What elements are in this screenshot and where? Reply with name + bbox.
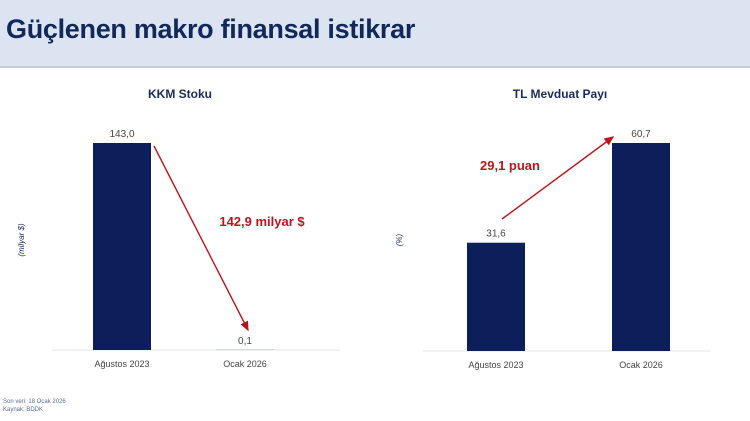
category-label: Ağustos 2023 <box>468 360 523 370</box>
bar-1 <box>93 143 151 350</box>
data-label: 143,0 <box>109 129 134 140</box>
change-arrow-icon <box>153 145 249 332</box>
change-arrow-icon <box>501 136 615 220</box>
bar-2 <box>612 143 670 351</box>
data-label: 0,1 <box>238 336 252 347</box>
data-label: 60,7 <box>631 129 651 140</box>
y-axis-label: (%) <box>395 233 404 246</box>
y-axis-label: (milyar $) <box>17 223 26 257</box>
category-label: Ocak 2026 <box>223 359 267 369</box>
header-band: Güçlenen makro finansal istikrar <box>0 0 750 68</box>
category-label: Ağustos 2023 <box>94 359 149 369</box>
page-title: Güçlenen makro finansal istikrar <box>6 14 416 44</box>
chart-title: TL Mevduat Payı <box>513 87 607 101</box>
data-label: 31,6 <box>486 229 506 240</box>
category-label: Ocak 2026 <box>619 360 663 370</box>
bar-1 <box>467 242 525 351</box>
change-annotation: 29,1 puan <box>480 158 540 173</box>
footer-source: Kaynak: BDDK <box>3 407 44 413</box>
chart-title: KKM Stoku <box>148 87 212 101</box>
footer-source-date: Son veri: 18 Ocak 2026 <box>3 399 66 405</box>
change-annotation: 142,9 milyar $ <box>219 214 305 229</box>
